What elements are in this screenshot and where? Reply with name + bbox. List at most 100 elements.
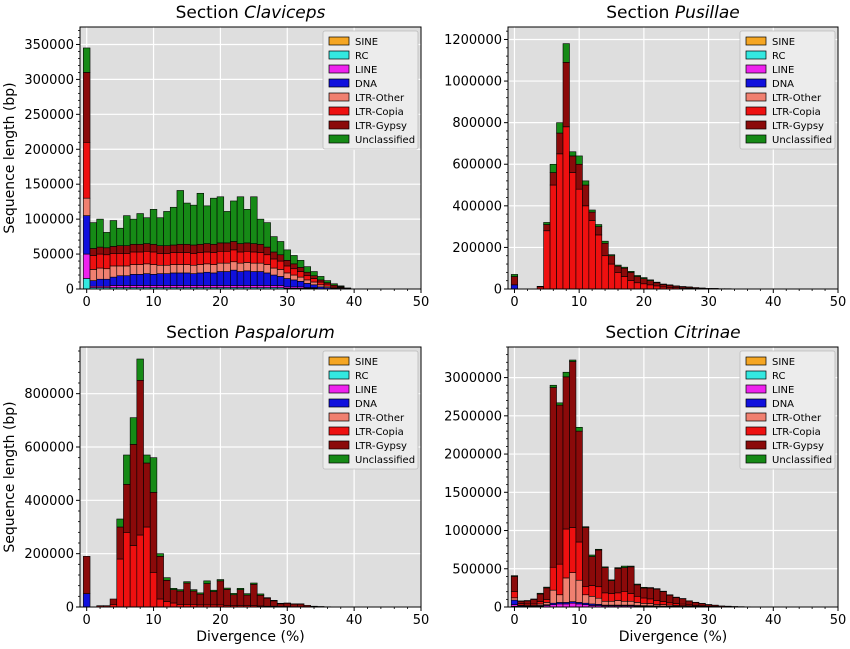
x-tick-label: 50 [413, 295, 430, 310]
legend-swatch-ltr-gypsy [328, 440, 350, 450]
bar-ltr-copia-29 [276, 260, 285, 270]
legend-label-dna: DNA [772, 399, 794, 410]
bar-unclassified-1 [89, 222, 98, 249]
bar-unclassified-10 [575, 155, 583, 165]
bar-ltr-gypsy-23 [659, 284, 667, 288]
bar-ltr-gypsy-30 [283, 602, 291, 607]
bar-dna-14 [176, 272, 184, 286]
bar-unclassified-16 [190, 204, 198, 246]
bar-line-21 [223, 285, 231, 288]
bar-dna-7 [129, 274, 138, 286]
bar-dna-24 [243, 270, 251, 286]
x-tick-label: 0 [83, 295, 91, 310]
bar-unclassified-22 [230, 593, 238, 596]
bar-ltr-gypsy-10 [575, 430, 583, 543]
bar-ltr-gypsy-0 [83, 556, 91, 594]
bar-line-6 [123, 285, 131, 288]
legend-label-ltr-other: LTR-Other [355, 413, 405, 424]
bar-ltr-copia-22 [230, 249, 238, 263]
bar-ltr-other-28 [270, 267, 278, 276]
bar-ltr-other-6 [123, 265, 131, 277]
bar-ltr-gypsy-21 [223, 589, 231, 606]
bar-unclassified-17 [196, 192, 204, 245]
legend-label-rc: RC [772, 371, 785, 382]
bar-dna-17 [196, 272, 204, 286]
bar-ltr-copia-19 [210, 252, 218, 265]
y-tick-label: 200000 [24, 143, 74, 158]
bar-unclassified-32 [297, 260, 305, 268]
legend-label-line: LINE [772, 65, 794, 76]
bar-unclassified-16 [614, 264, 622, 267]
bar-unclassified-27 [263, 222, 271, 248]
bar-ltr-gypsy-17 [196, 243, 204, 253]
bar-ltr-gypsy-23 [236, 589, 245, 606]
bar-ltr-gypsy-24 [666, 594, 674, 604]
bar-ltr-copia-13 [169, 602, 178, 608]
bar-line-14 [176, 285, 184, 288]
bar-unclassified-5 [116, 227, 124, 246]
bar-line-17 [196, 285, 204, 288]
y-tick-label: 300000 [24, 73, 74, 88]
bar-unclassified-20 [640, 586, 648, 589]
bar-line-7 [129, 285, 138, 288]
x-tick-label: 40 [346, 613, 363, 628]
bar-ltr-copia-18 [627, 280, 635, 290]
y-axis-label: Sequence length (bp) [2, 401, 18, 552]
bar-ltr-other-18 [203, 263, 211, 273]
bar-ltr-gypsy-14 [601, 567, 609, 594]
bar-ltr-copia-0 [510, 591, 519, 599]
bar-ltr-gypsy-12 [163, 580, 171, 602]
bar-ltr-gypsy-1 [89, 248, 98, 256]
legend-swatch-unclassified [328, 454, 350, 464]
bar-line-5 [116, 285, 124, 288]
bar-ltr-other-23 [236, 262, 245, 272]
bar-unclassified-22 [230, 200, 238, 242]
bar-ltr-gypsy-0 [83, 72, 91, 143]
legend-swatch-dna [745, 398, 767, 408]
bar-ltr-gypsy-22 [653, 282, 661, 287]
bar-ltr-other-0 [510, 597, 519, 601]
bar-ltr-gypsy-5 [116, 526, 124, 560]
bar-ltr-gypsy-25 [250, 584, 258, 606]
legend-label-ltr-copia: LTR-Copia [772, 107, 821, 118]
bar-ltr-gypsy-29 [276, 254, 285, 262]
bar-ltr-copia-26 [256, 252, 265, 264]
x-tick-label: 10 [571, 613, 588, 628]
bar-ltr-gypsy-4 [536, 285, 544, 288]
bar-ltr-gypsy-11 [156, 556, 164, 600]
bar-dna-27 [263, 272, 271, 286]
bar-unclassified-21 [646, 587, 654, 589]
bar-unclassified-11 [582, 526, 590, 528]
bar-unclassified-25 [250, 582, 258, 585]
bar-unclassified-13 [595, 548, 603, 551]
y-tick-label: 0 [66, 601, 74, 616]
bar-line-9 [569, 602, 577, 608]
bar-dna-5 [116, 275, 124, 286]
bar-dna-12 [163, 273, 171, 286]
bar-ltr-gypsy-22 [653, 588, 661, 601]
bar-ltr-gypsy-19 [633, 276, 641, 284]
legend-box [739, 30, 836, 150]
bar-ltr-gypsy-6 [123, 245, 131, 254]
bar-line-11 [156, 285, 164, 288]
bar-ltr-other-27 [263, 264, 271, 274]
bar-dna-3 [103, 278, 111, 287]
bar-unclassified-23 [236, 588, 245, 590]
legend-swatch-ltr-gypsy [328, 120, 350, 130]
bar-ltr-copia-34 [310, 278, 318, 283]
bar-ltr-copia-10 [575, 188, 583, 290]
bar-line-27 [263, 285, 271, 288]
bar-ltr-copia-24 [666, 602, 674, 606]
legend-swatch-rc [328, 370, 350, 380]
bar-line-9 [143, 285, 151, 288]
bar-ltr-copia-23 [236, 251, 245, 264]
bar-ltr-gypsy-16 [190, 244, 198, 254]
y-tick-label: 150000 [24, 178, 74, 193]
bar-ltr-gypsy-20 [216, 242, 225, 252]
legend-swatch-unclassified [745, 134, 767, 144]
bar-ltr-copia-30 [283, 265, 291, 274]
bar-ltr-gypsy-15 [607, 580, 616, 594]
bar-line-15 [183, 285, 191, 288]
legend-label-dna: DNA [355, 79, 377, 90]
